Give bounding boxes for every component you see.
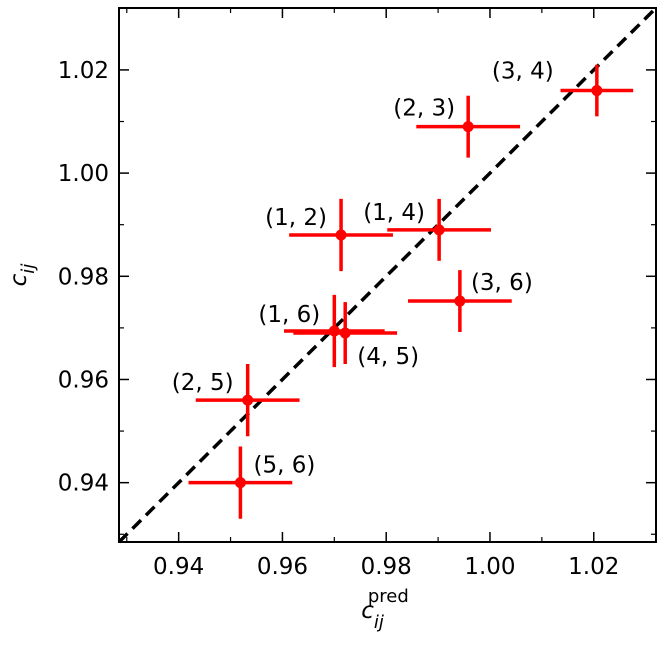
- point: [328, 325, 340, 337]
- x-label-sup: pred: [368, 586, 409, 607]
- point-label: (1, 2): [265, 205, 327, 231]
- y-tick-label: 1.00: [58, 161, 109, 187]
- x-tick-label: 0.98: [361, 554, 412, 580]
- y-label-base: c: [6, 273, 32, 286]
- x-label-base: c: [361, 598, 374, 624]
- point: [234, 477, 246, 489]
- x-axis-label: cij pred: [361, 586, 409, 633]
- y-tick-label: 1.02: [58, 58, 109, 84]
- point: [591, 85, 603, 97]
- diagonal-line: [117, 6, 658, 544]
- point-label: (1, 6): [258, 302, 320, 328]
- y-tick-label: 0.98: [58, 264, 109, 290]
- y-tick-label: 0.96: [58, 367, 109, 393]
- y-tick-label: 0.94: [58, 471, 109, 497]
- point: [339, 327, 351, 339]
- x-tick-label: 0.94: [153, 554, 204, 580]
- x-tick-label: 1.02: [568, 554, 619, 580]
- point-label: (4, 5): [357, 344, 419, 370]
- point: [335, 229, 347, 241]
- x-tick-label: 1.00: [464, 554, 515, 580]
- point-label: (2, 3): [393, 96, 455, 122]
- y-label-sub: ij: [18, 264, 39, 274]
- point-label: (1, 4): [363, 200, 425, 226]
- plot-frame: [118, 7, 657, 543]
- point: [454, 295, 466, 307]
- point: [242, 394, 254, 406]
- point-label: (5, 6): [253, 453, 315, 479]
- point-label: (2, 5): [172, 370, 234, 396]
- point-label: (3, 4): [492, 59, 554, 85]
- x-label-sub: ij: [374, 612, 384, 633]
- point: [462, 121, 474, 133]
- point-label: (3, 6): [471, 270, 533, 296]
- point: [433, 224, 445, 236]
- x-tick-label: 0.96: [257, 554, 308, 580]
- y-axis-label: cij: [6, 264, 39, 287]
